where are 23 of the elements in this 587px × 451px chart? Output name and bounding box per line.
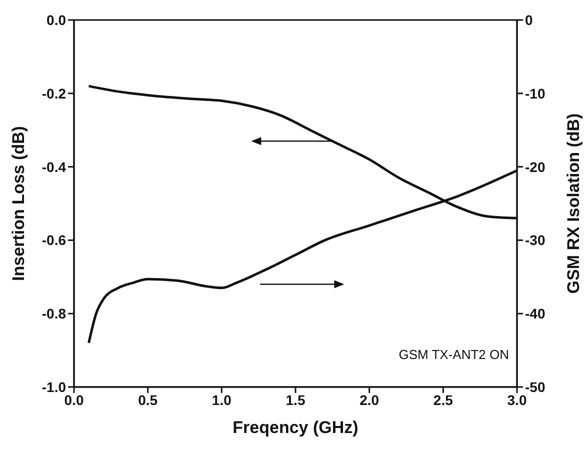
y2-tick-label: -30 (525, 232, 546, 248)
x-axis-title: Freqency (GHz) (232, 418, 358, 437)
y2-tick-label: -40 (525, 306, 546, 322)
x-tick-label: 2.0 (360, 392, 380, 408)
y2-tick-label: -20 (525, 158, 546, 175)
x-tick-label: 2.5 (433, 392, 454, 408)
y-tick-label: -0.4 (42, 158, 66, 175)
x-tick-label: 1.0 (212, 392, 232, 408)
y-tick-label: -0.6 (42, 232, 66, 248)
x-tick-label: 3.0 (507, 392, 527, 408)
y2-tick-label: 0 (525, 12, 533, 28)
y-axis-title: Insertion Loss (dB) (9, 126, 28, 281)
x-tick-label: 0.5 (138, 392, 158, 408)
y2-tick-label: -50 (525, 378, 546, 395)
y-tick-label: 0.0 (46, 12, 66, 28)
y-tick-label: -1.0 (42, 378, 66, 395)
y-tick-label: -0.8 (42, 306, 66, 322)
y2-axis-title: GSM RX Isolation (dB) (564, 113, 584, 294)
annotation: GSM TX-ANT2 ON (398, 347, 509, 362)
x-tick-label: 0.0 (64, 392, 84, 408)
y-tick-label: -0.2 (42, 85, 66, 102)
y2-tick-label: -10 (525, 85, 546, 102)
x-tick-label: 1.5 (286, 392, 306, 408)
